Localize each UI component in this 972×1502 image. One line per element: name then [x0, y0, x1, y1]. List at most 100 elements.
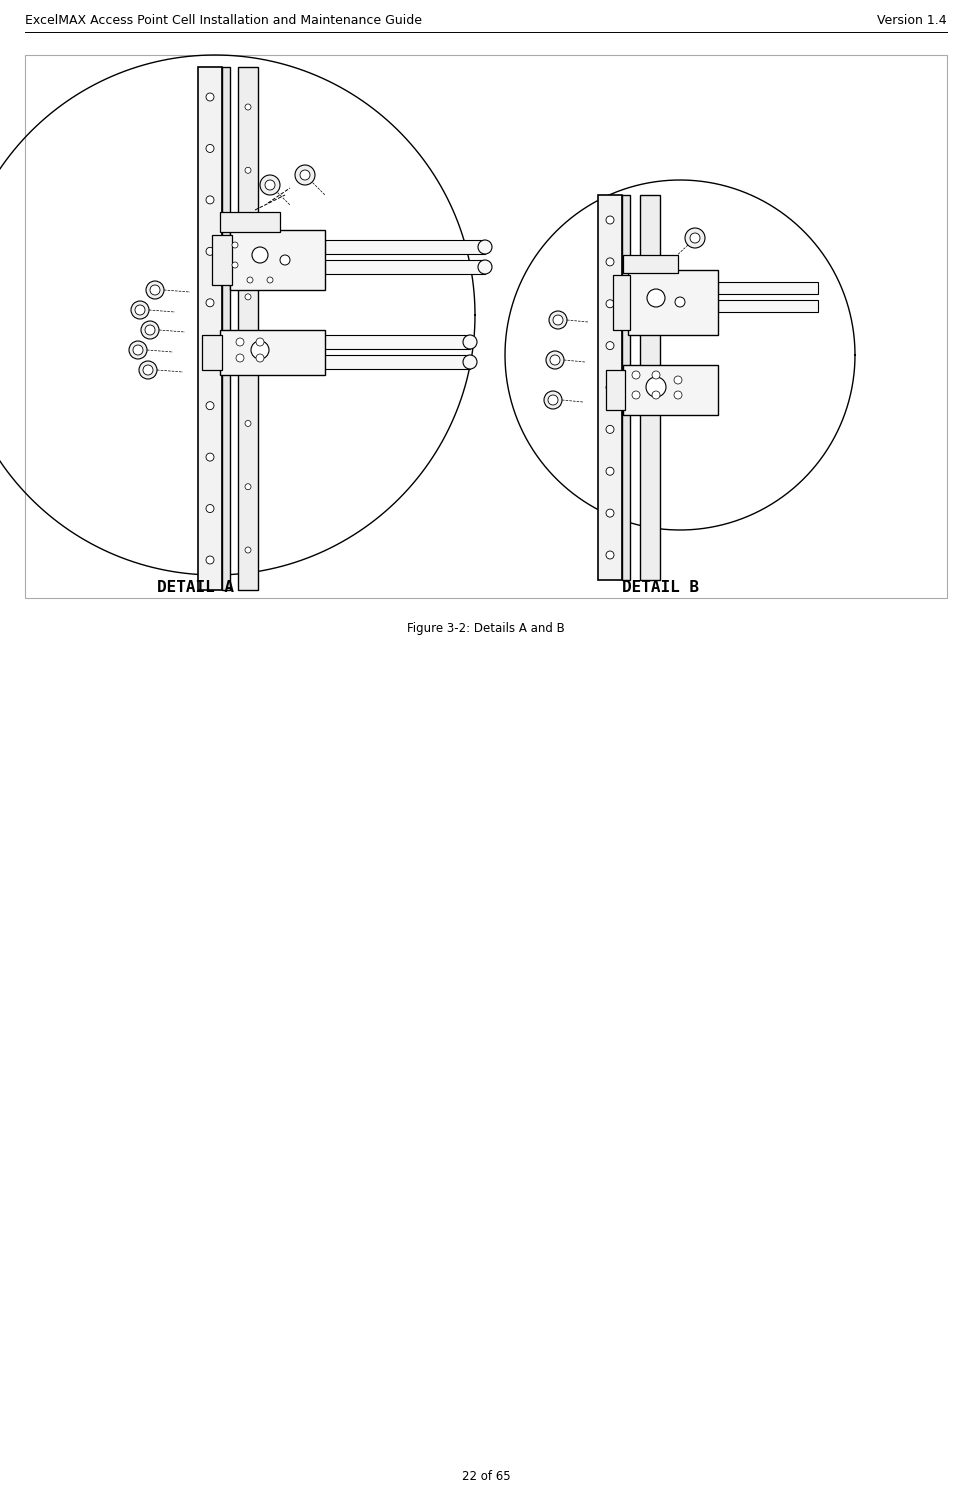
Bar: [220, 212, 280, 231]
Bar: [222, 68, 230, 590]
Circle shape: [206, 144, 214, 152]
Circle shape: [606, 467, 614, 475]
Bar: [315, 354, 470, 369]
Circle shape: [135, 305, 145, 315]
Circle shape: [245, 547, 251, 553]
Circle shape: [206, 299, 214, 306]
Circle shape: [646, 377, 666, 397]
Circle shape: [206, 248, 214, 255]
Bar: [718, 282, 818, 294]
Circle shape: [252, 246, 268, 263]
Circle shape: [674, 376, 682, 385]
Circle shape: [632, 371, 640, 379]
Circle shape: [606, 425, 614, 434]
Circle shape: [245, 167, 251, 173]
Circle shape: [245, 421, 251, 427]
Circle shape: [256, 338, 264, 345]
Circle shape: [652, 371, 660, 379]
Circle shape: [206, 556, 214, 563]
Circle shape: [606, 341, 614, 350]
Text: DETAIL A: DETAIL A: [156, 580, 233, 595]
Circle shape: [606, 300, 614, 308]
Circle shape: [549, 311, 567, 329]
Circle shape: [295, 165, 315, 185]
Bar: [623, 255, 678, 273]
Circle shape: [463, 335, 477, 348]
Circle shape: [606, 258, 614, 266]
Bar: [325, 240, 485, 254]
Circle shape: [647, 288, 665, 306]
Circle shape: [236, 338, 244, 345]
Text: Version 1.4: Version 1.4: [878, 14, 947, 27]
Circle shape: [206, 195, 214, 204]
Bar: [198, 68, 222, 590]
Circle shape: [145, 324, 155, 335]
Bar: [623, 365, 718, 415]
Circle shape: [652, 391, 660, 400]
Circle shape: [632, 391, 640, 400]
Circle shape: [206, 350, 214, 357]
Bar: [212, 234, 232, 285]
Circle shape: [139, 360, 157, 379]
Circle shape: [280, 255, 290, 264]
Circle shape: [690, 233, 700, 243]
Circle shape: [133, 345, 143, 354]
Bar: [315, 335, 470, 348]
Circle shape: [606, 551, 614, 559]
Bar: [640, 195, 660, 580]
Circle shape: [550, 354, 560, 365]
Text: Figure 3-2: Details A and B: Figure 3-2: Details A and B: [407, 622, 565, 635]
Circle shape: [247, 276, 253, 282]
Circle shape: [143, 365, 153, 376]
Circle shape: [546, 351, 564, 369]
Circle shape: [236, 354, 244, 362]
Circle shape: [129, 341, 147, 359]
Circle shape: [606, 383, 614, 392]
Bar: [598, 195, 622, 580]
Circle shape: [251, 341, 269, 359]
Circle shape: [478, 240, 492, 254]
Bar: [220, 330, 325, 376]
Bar: [613, 275, 630, 330]
Circle shape: [206, 454, 214, 461]
Circle shape: [300, 170, 310, 180]
Circle shape: [232, 242, 238, 248]
Bar: [606, 369, 625, 410]
Circle shape: [544, 391, 562, 409]
Circle shape: [478, 260, 492, 273]
Circle shape: [256, 354, 264, 362]
Circle shape: [146, 281, 164, 299]
Circle shape: [245, 104, 251, 110]
Circle shape: [674, 391, 682, 400]
Bar: [238, 68, 258, 590]
Circle shape: [548, 395, 558, 406]
Circle shape: [463, 354, 477, 369]
Circle shape: [675, 297, 685, 306]
Circle shape: [245, 357, 251, 363]
Bar: [628, 270, 718, 335]
Circle shape: [245, 294, 251, 300]
Text: DETAIL B: DETAIL B: [621, 580, 699, 595]
Circle shape: [685, 228, 705, 248]
Text: ExcelMAX Access Point Cell Installation and Maintenance Guide: ExcelMAX Access Point Cell Installation …: [25, 14, 422, 27]
Circle shape: [150, 285, 160, 294]
Circle shape: [553, 315, 563, 324]
Circle shape: [245, 231, 251, 237]
Bar: [230, 230, 325, 290]
Circle shape: [265, 180, 275, 189]
Text: 22 of 65: 22 of 65: [462, 1470, 510, 1482]
Circle shape: [232, 261, 238, 267]
Circle shape: [141, 321, 159, 339]
Bar: [622, 195, 630, 580]
Bar: [718, 300, 818, 312]
Circle shape: [260, 176, 280, 195]
Bar: [325, 260, 485, 273]
Bar: [25, 56, 947, 598]
Circle shape: [206, 505, 214, 512]
Circle shape: [606, 509, 614, 517]
Circle shape: [245, 484, 251, 490]
Circle shape: [206, 401, 214, 410]
Circle shape: [606, 216, 614, 224]
Circle shape: [131, 300, 149, 318]
Circle shape: [206, 93, 214, 101]
